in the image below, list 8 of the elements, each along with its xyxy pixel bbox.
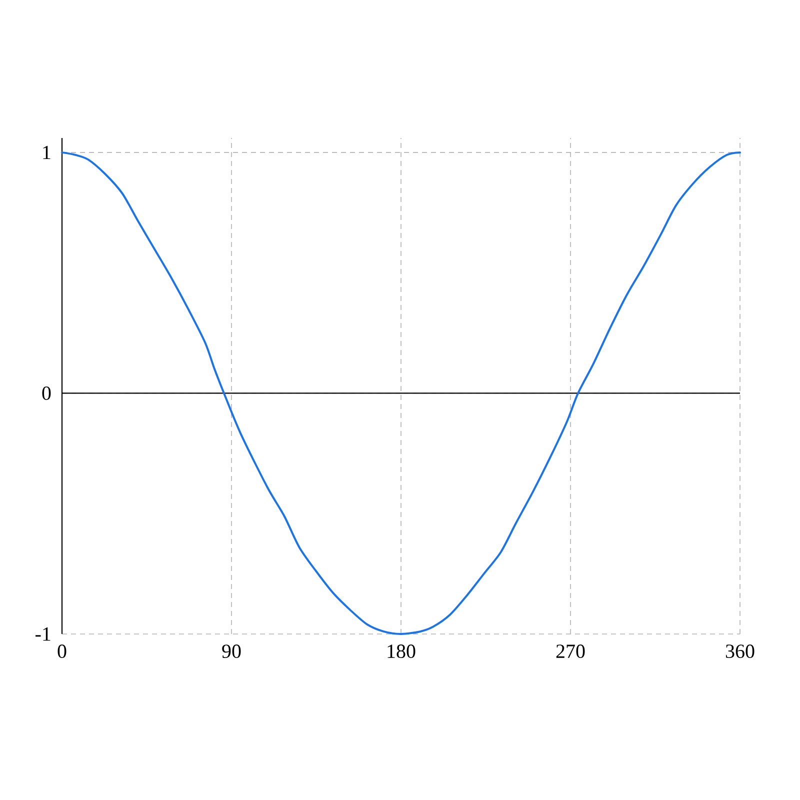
y-tick-label: -1 [36,627,50,641]
x-tick-label: 90 [222,644,241,658]
y-tick-label: 1 [43,146,50,160]
y-tick-label: 0 [42,386,51,400]
x-tick-label: 360 [726,644,754,658]
x-tick-label: 0 [58,644,66,658]
x-tick-label: 270 [556,644,585,658]
x-tick-label: 180 [388,644,416,658]
